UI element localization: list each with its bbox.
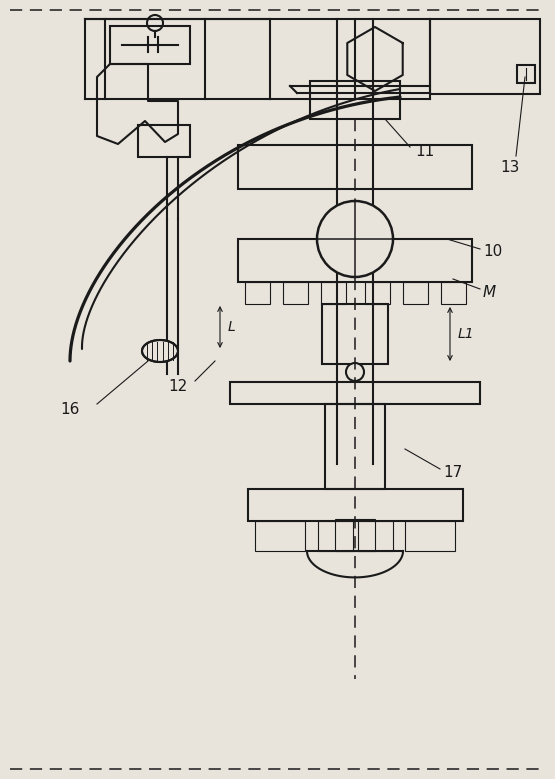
Text: 12: 12 (168, 379, 187, 393)
Text: 10: 10 (483, 244, 502, 259)
Text: 11: 11 (415, 143, 434, 158)
Bar (335, 519, 375, 551)
Text: 13: 13 (500, 160, 519, 174)
Bar (517, 65, 535, 83)
Bar (238, 145, 472, 189)
Bar (441, 282, 466, 304)
Bar (230, 382, 480, 404)
Bar (405, 521, 455, 551)
Ellipse shape (142, 340, 178, 362)
Text: 16: 16 (60, 401, 79, 417)
Text: L: L (228, 320, 236, 334)
Bar (248, 489, 463, 521)
Circle shape (346, 363, 364, 381)
Circle shape (317, 201, 393, 277)
Bar (310, 81, 400, 119)
Bar (322, 304, 388, 364)
Bar (321, 282, 346, 304)
Bar (238, 239, 472, 282)
Bar (430, 19, 540, 94)
Bar (110, 26, 190, 64)
Text: 17: 17 (443, 464, 462, 480)
Bar (358, 521, 393, 551)
Bar (365, 282, 390, 304)
Bar (255, 521, 305, 551)
Bar (138, 125, 190, 157)
Bar (325, 404, 385, 489)
Bar (403, 282, 428, 304)
Text: M: M (483, 284, 496, 299)
Bar (283, 282, 308, 304)
Bar (318, 521, 353, 551)
Text: L1: L1 (458, 327, 475, 341)
Bar (245, 282, 270, 304)
